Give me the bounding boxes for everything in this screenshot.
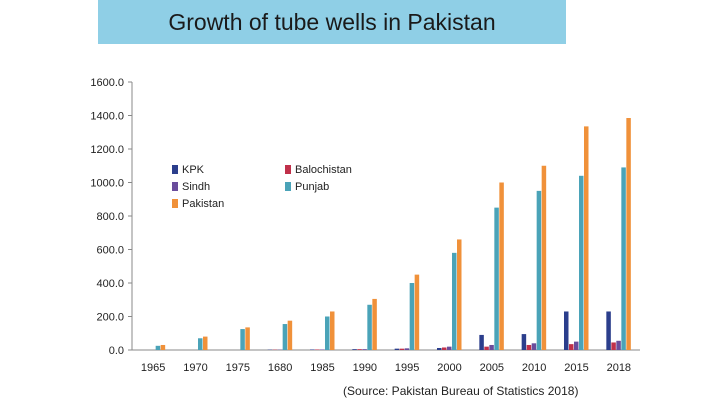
legend-label-kpk: KPK [182,164,205,176]
bar-punjab [409,283,415,350]
bar-punjab [155,345,161,350]
bar-balochistan [399,348,405,350]
bar-pakistan [414,274,420,350]
x-tick-label: 2018 [607,362,631,374]
source-note: (Source: Pakistan Bureau of Statistics 2… [343,384,579,398]
bar-sindh [320,349,325,350]
bar-pakistan [499,182,504,350]
bar-pakistan [457,239,462,350]
x-tick-label: 2000 [437,362,461,374]
y-tick-label: 1200.0 [90,144,124,156]
legend-swatch-punjab [285,182,291,191]
y-tick-label: 1000.0 [90,178,124,190]
bar-pakistan [203,336,208,350]
legend-label-punjab: Punjab [295,181,329,193]
bar-punjab [494,207,499,350]
bar-pakistan [245,327,250,350]
bar-punjab [367,304,372,350]
bar-kpk [564,311,569,350]
bar-balochistan [484,346,489,350]
bar-pakistan [160,344,166,350]
bar-kpk [479,334,484,350]
bar-punjab [536,190,542,350]
bar-sindh [531,343,537,350]
bar-balochistan [569,344,574,350]
bar-punjab [621,167,626,350]
bar-punjab [579,175,584,350]
y-tick-label: 800.0 [96,211,124,223]
y-tick-label: 600.0 [96,245,124,257]
x-tick-label: 1965 [141,362,165,374]
bar-pakistan [541,165,547,350]
bar-kpk [310,349,315,350]
bar-kpk [437,347,442,350]
bar-punjab [325,316,330,350]
x-tick-label: 2015 [564,362,588,374]
bar-balochistan [442,347,447,350]
legend-swatch-balochistan [285,165,291,174]
bar-sindh [447,346,452,350]
x-tick-label: 1995 [395,362,419,374]
legend-swatch-sindh [172,182,178,191]
bar-balochistan [357,349,362,350]
y-tick-label: 400.0 [96,278,124,290]
x-tick-label: 2005 [480,362,504,374]
x-tick-label: 2010 [522,362,546,374]
bar-kpk [352,349,357,350]
bar-sindh [362,349,367,350]
x-tick-label: 1990 [353,362,377,374]
y-tick-label: 200.0 [96,312,124,324]
legend-label-pakistan: Pakistan [182,198,224,210]
bar-sindh [616,340,621,350]
bar-punjab [198,338,203,350]
bar-kpk [394,348,400,350]
legend-swatch-pakistan [172,199,178,208]
bar-kpk [521,334,527,350]
x-tick-label: 1975 [226,362,250,374]
x-tick-label: 1680 [268,362,292,374]
bar-punjab [452,252,457,350]
legend-label-sindh: Sindh [182,181,210,193]
bar-sindh [574,341,579,350]
title-banner: Growth of tube wells in Pakistan [98,0,566,44]
bar-balochistan [611,342,616,350]
x-tick-label: 1970 [183,362,207,374]
y-tick-label: 1400.0 [90,111,124,123]
y-tick-label: 0.0 [109,345,124,357]
bar-balochistan [315,349,320,350]
bar-pakistan [626,118,631,350]
bar-sindh [489,344,494,350]
chart-title: Growth of tube wells in Pakistan [168,8,496,35]
bar-punjab [282,324,288,350]
bar-punjab [240,329,245,350]
x-tick-label: 1985 [310,362,334,374]
legend-swatch-kpk [172,165,178,174]
bar-pakistan [584,126,589,350]
bar-sindh [404,348,410,350]
legend-label-balochistan: Balochistan [295,164,352,176]
y-tick-label: 1600.0 [90,77,124,89]
bar-balochistan [526,344,532,350]
bar-pakistan [330,311,335,350]
bar-kpk [606,311,611,350]
bar-pakistan [287,320,293,350]
bar-pakistan [372,298,377,350]
